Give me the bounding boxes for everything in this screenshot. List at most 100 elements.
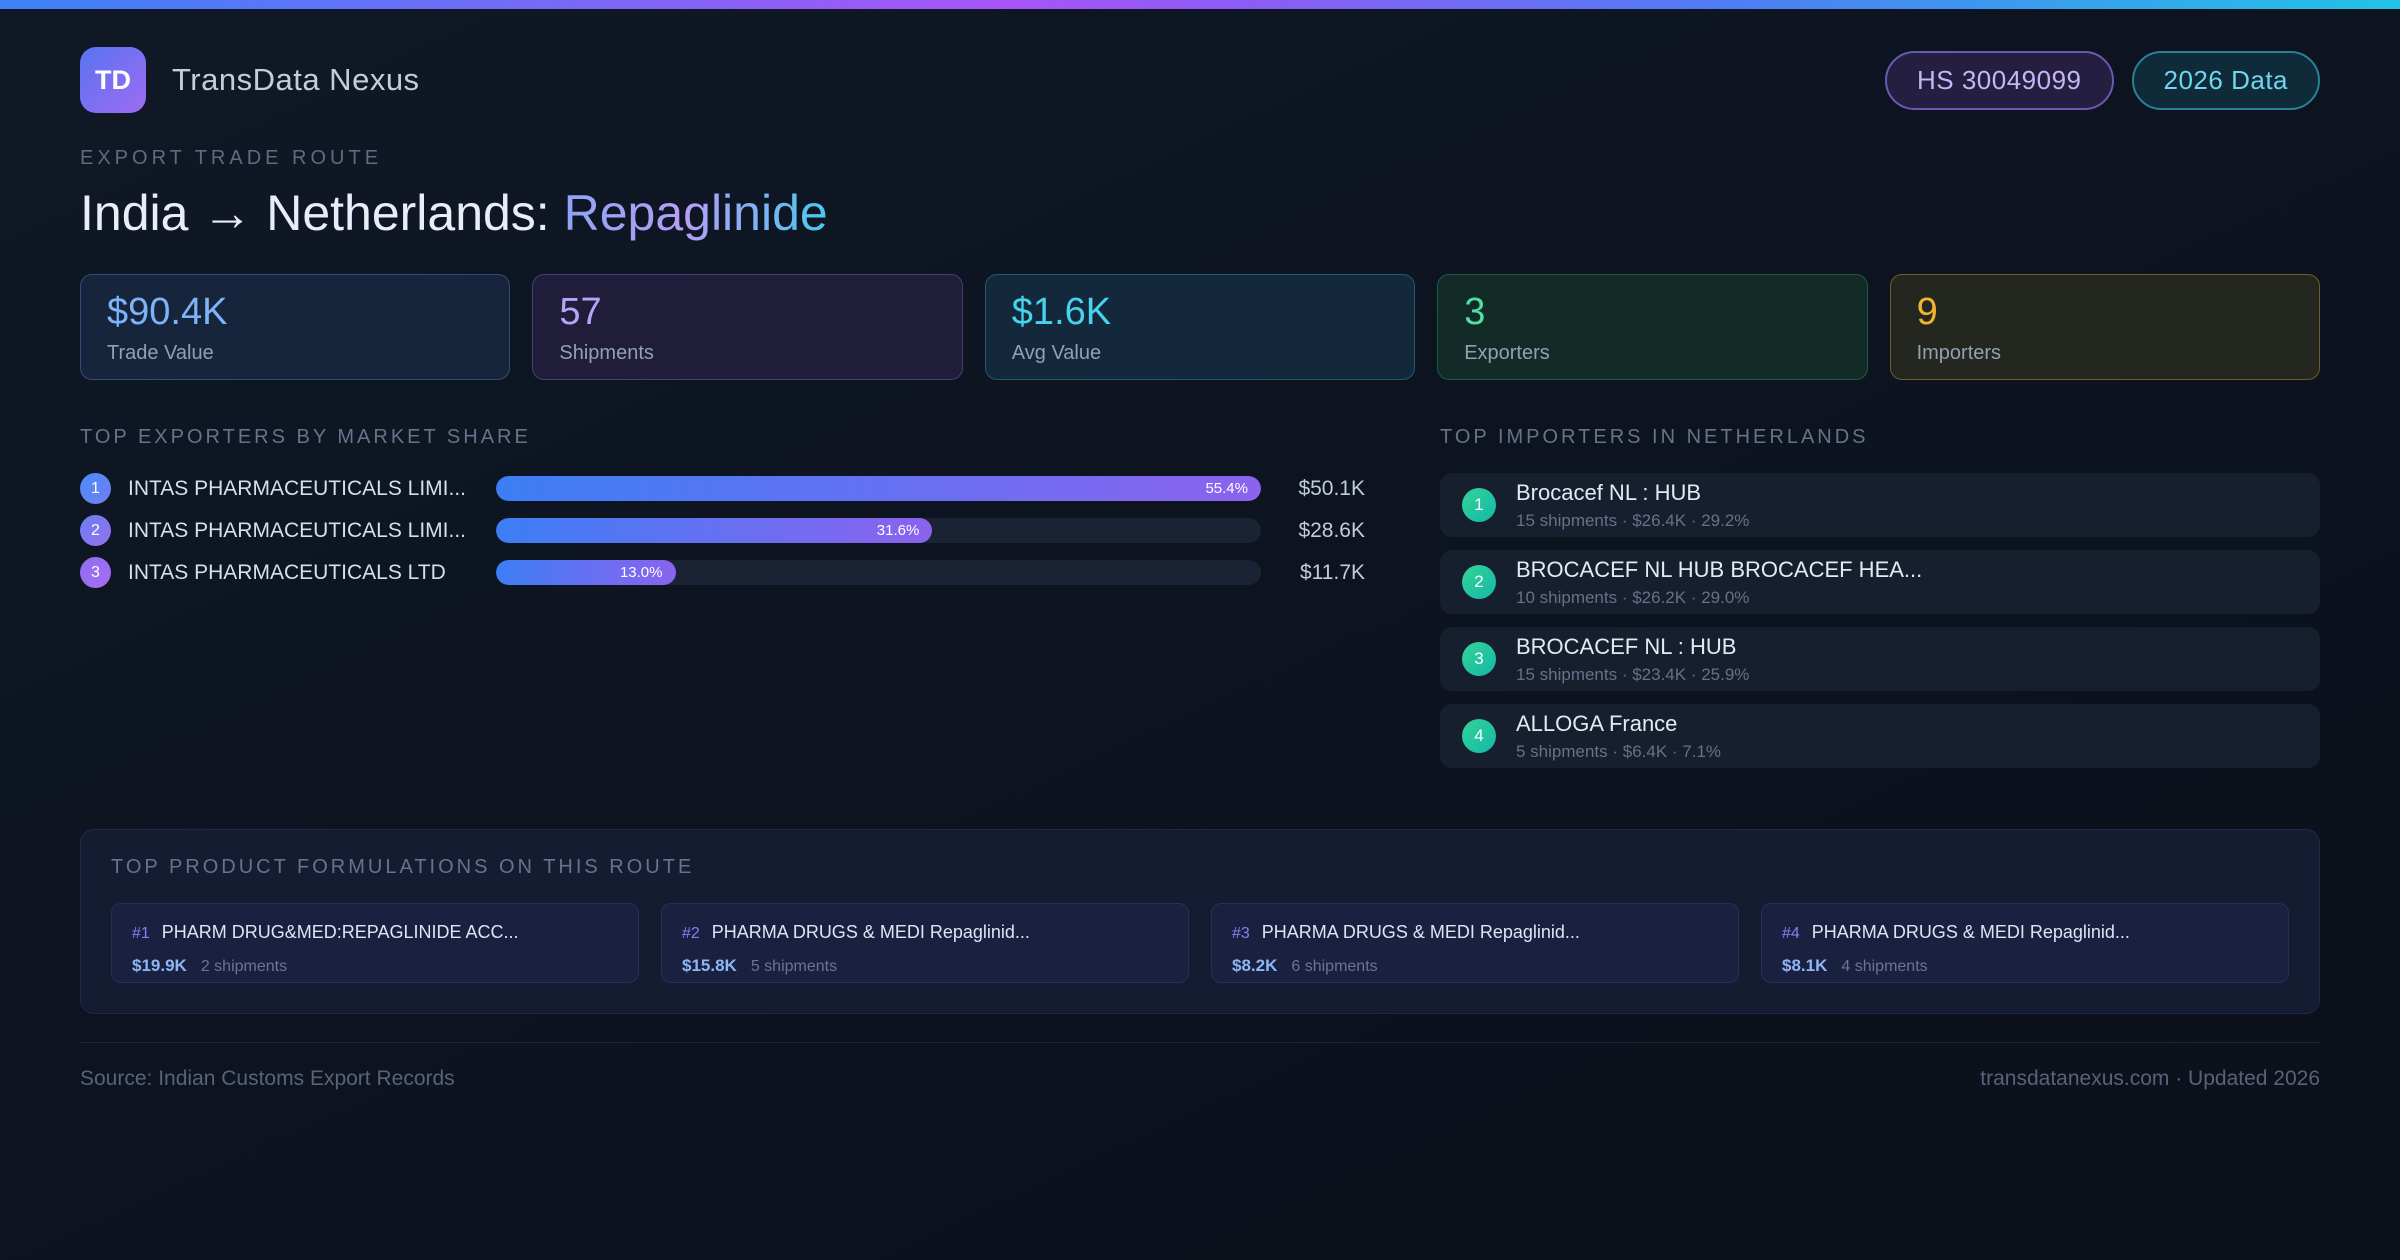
stat-cards-row: $90.4K Trade Value 57 Shipments $1.6K Av… — [80, 274, 2320, 380]
product-card-footer: $8.2K 6 shipments — [1232, 956, 1718, 976]
importer-rank-badge: 2 — [1462, 565, 1496, 599]
product-card-footer: $15.8K 5 shipments — [682, 956, 1168, 976]
market-share-bar-track: 55.4% — [496, 476, 1261, 501]
stat-card: 57 Shipments — [532, 274, 963, 380]
exporter-name: INTAS PHARMACEUTICALS LIMI... — [128, 476, 466, 500]
accent-gradient-bar — [0, 0, 2400, 9]
product-name: PHARM DRUG&MED:REPAGLINIDE ACC... — [161, 922, 519, 942]
product-card-footer: $19.9K 2 shipments — [132, 956, 618, 976]
product-card[interactable]: #1 PHARM DRUG&MED:REPAGLINIDE ACC... $19… — [111, 903, 639, 983]
importers-title: TOP IMPORTERS IN NETHERLANDS — [1440, 426, 1869, 448]
product-name: PHARMA DRUGS & MEDI Repaglinid... — [1811, 922, 2130, 942]
product-card-header: #1 PHARM DRUG&MED:REPAGLINIDE ACC... — [132, 922, 618, 943]
stat-card: $1.6K Avg Value — [984, 274, 1416, 380]
product-value: $19.9K — [132, 956, 187, 975]
hs-code-badge: HS 30049099 — [1884, 50, 2114, 110]
exporter-rank-badge: 3 — [80, 557, 111, 588]
importer-rank-badge: 3 — [1462, 642, 1496, 676]
page-title: India → Netherlands: Repaglinide — [80, 184, 2320, 242]
exporter-row[interactable]: 1 INTAS PHARMACEUTICALS LIMI... 55.4% $5… — [80, 473, 1365, 504]
market-share-bar-fill: 31.6% — [496, 518, 933, 543]
product-name: PHARMA DRUGS & MEDI Repaglinid... — [1261, 922, 1580, 942]
stat-label: Shipments — [559, 342, 654, 364]
exporter-name: INTAS PHARMACEUTICALS LIMI... — [128, 518, 466, 542]
product-cards-grid: #1 PHARM DRUG&MED:REPAGLINIDE ACC... $19… — [111, 903, 2289, 983]
product-value: $8.1K — [1782, 956, 1828, 975]
stat-value: 57 — [559, 291, 602, 333]
importer-info: BROCACEF NL : HUB 15 shipments · $23.4K … — [1516, 634, 1749, 685]
stat-value: $1.6K — [1011, 291, 1112, 333]
brand-block: TD TransData Nexus — [80, 47, 420, 113]
product-card-header: #3 PHARMA DRUGS & MEDI Repaglinid... — [1232, 922, 1718, 943]
market-share-percent: 55.4% — [1205, 480, 1248, 497]
dashboard-page: TD TransData Nexus HS 30049099 2026 Data… — [0, 9, 2400, 1115]
product-rank: #1 — [132, 925, 150, 942]
header-badges: HS 30049099 2026 Data — [1884, 50, 2320, 110]
importer-details: 10 shipments · $26.2K · 29.0% — [1516, 587, 1750, 607]
product-rank: #4 — [1782, 925, 1800, 942]
importer-name: ALLOGA France — [1516, 710, 1678, 736]
stat-label: Exporters — [1464, 342, 1550, 364]
market-share-bar-track: 13.0% — [496, 560, 1261, 585]
exporter-row[interactable]: 3 INTAS PHARMACEUTICALS LTD 13.0% $11.7K — [80, 557, 1365, 588]
exporter-trade-value: $28.6K — [1298, 518, 1365, 542]
product-name: PHARMA DRUGS & MEDI Repaglinid... — [711, 922, 1030, 942]
importer-details: 15 shipments · $26.4K · 29.2% — [1516, 510, 1750, 530]
exporters-title: TOP EXPORTERS BY MARKET SHARE — [80, 426, 531, 448]
route-text: India → Netherlands: — [80, 185, 550, 241]
importer-card[interactable]: 2 BROCACEF NL HUB BROCACEF HEA... 10 shi… — [1440, 550, 2320, 614]
importer-card[interactable]: 4 ALLOGA France 5 shipments · $6.4K · 7.… — [1440, 704, 2320, 768]
stat-card: 9 Importers — [1889, 274, 2320, 380]
product-shipments: 6 shipments — [1291, 958, 1378, 975]
product-rank: #2 — [682, 925, 700, 942]
exporters-list: 1 INTAS PHARMACEUTICALS LIMI... 55.4% $5… — [80, 473, 1365, 588]
product-shipments: 5 shipments — [750, 958, 838, 975]
exporter-name: INTAS PHARMACEUTICALS LTD — [128, 560, 446, 584]
importer-info: BROCACEF NL HUB BROCACEF HEA... 10 shipm… — [1516, 557, 1922, 608]
stat-label: Importers — [1916, 342, 2002, 364]
product-formulations-panel: TOP PRODUCT FORMULATIONS ON THIS ROUTE #… — [80, 829, 2320, 1014]
product-rank: #3 — [1232, 925, 1250, 942]
page-footer: Source: Indian Customs Export Records tr… — [80, 1042, 2320, 1115]
exporter-rank-badge: 2 — [80, 515, 111, 546]
app-logo: TD — [80, 47, 146, 113]
importers-list: 1 Brocacef NL : HUB 15 shipments · $26.4… — [1440, 473, 2320, 768]
market-share-percent: 13.0% — [619, 564, 663, 581]
product-card-header: #2 PHARMA DRUGS & MEDI Repaglinid... — [682, 922, 1168, 943]
exporter-row[interactable]: 2 INTAS PHARMACEUTICALS LIMI... 31.6% $2… — [80, 515, 1365, 546]
importer-card[interactable]: 1 Brocacef NL : HUB 15 shipments · $26.4… — [1440, 473, 2320, 537]
importer-name: BROCACEF NL HUB BROCACEF HEA... — [1516, 556, 1923, 582]
stat-label: Trade Value — [107, 342, 214, 364]
exporter-rank-badge: 1 — [80, 473, 111, 504]
app-title: TransData Nexus — [172, 62, 420, 97]
importer-details: 15 shipments · $23.4K · 25.9% — [1516, 664, 1750, 684]
stat-label: Avg Value — [1011, 342, 1102, 364]
importer-details: 5 shipments · $6.4K · 7.1% — [1516, 741, 1722, 761]
product-card-footer: $8.1K 4 shipments — [1782, 956, 2268, 976]
section-eyebrow: EXPORT TRADE ROUTE — [80, 147, 383, 169]
product-shipments: 4 shipments — [1841, 958, 1928, 975]
stat-card: 3 Exporters — [1437, 274, 1868, 380]
importer-name: Brocacef NL : HUB — [1516, 479, 1702, 505]
product-card[interactable]: #2 PHARMA DRUGS & MEDI Repaglinid... $15… — [661, 903, 1189, 983]
source-note: Source: Indian Customs Export Records — [80, 1067, 455, 1090]
market-share-bar-track: 31.6% — [496, 518, 1261, 543]
site-link[interactable]: transdatanexus.com · Updated 2026 — [1980, 1067, 2320, 1090]
data-year-badge: 2026 Data — [2131, 50, 2320, 110]
products-title: TOP PRODUCT FORMULATIONS ON THIS ROUTE — [111, 856, 695, 878]
importer-card[interactable]: 3 BROCACEF NL : HUB 15 shipments · $23.4… — [1440, 627, 2320, 691]
product-shipments: 2 shipments — [200, 958, 288, 975]
importer-rank-badge: 1 — [1462, 488, 1496, 522]
importer-name: BROCACEF NL : HUB — [1516, 633, 1737, 659]
stat-card: $90.4K Trade Value — [80, 274, 511, 380]
product-card[interactable]: #3 PHARMA DRUGS & MEDI Repaglinid... $8.… — [1211, 903, 1739, 983]
importers-section: TOP IMPORTERS IN NETHERLANDS 1 Brocacef … — [1440, 426, 2320, 781]
market-share-bar-fill: 13.0% — [496, 560, 676, 585]
market-share-bar-fill: 55.4% — [496, 476, 1261, 501]
stat-value: 3 — [1464, 291, 1486, 333]
importer-info: ALLOGA France 5 shipments · $6.4K · 7.1% — [1516, 711, 1721, 762]
market-share-percent: 31.6% — [876, 522, 920, 539]
product-name-highlight: Repaglinide — [563, 185, 828, 241]
product-card[interactable]: #4 PHARMA DRUGS & MEDI Repaglinid... $8.… — [1761, 903, 2289, 983]
product-value: $8.2K — [1232, 956, 1278, 975]
